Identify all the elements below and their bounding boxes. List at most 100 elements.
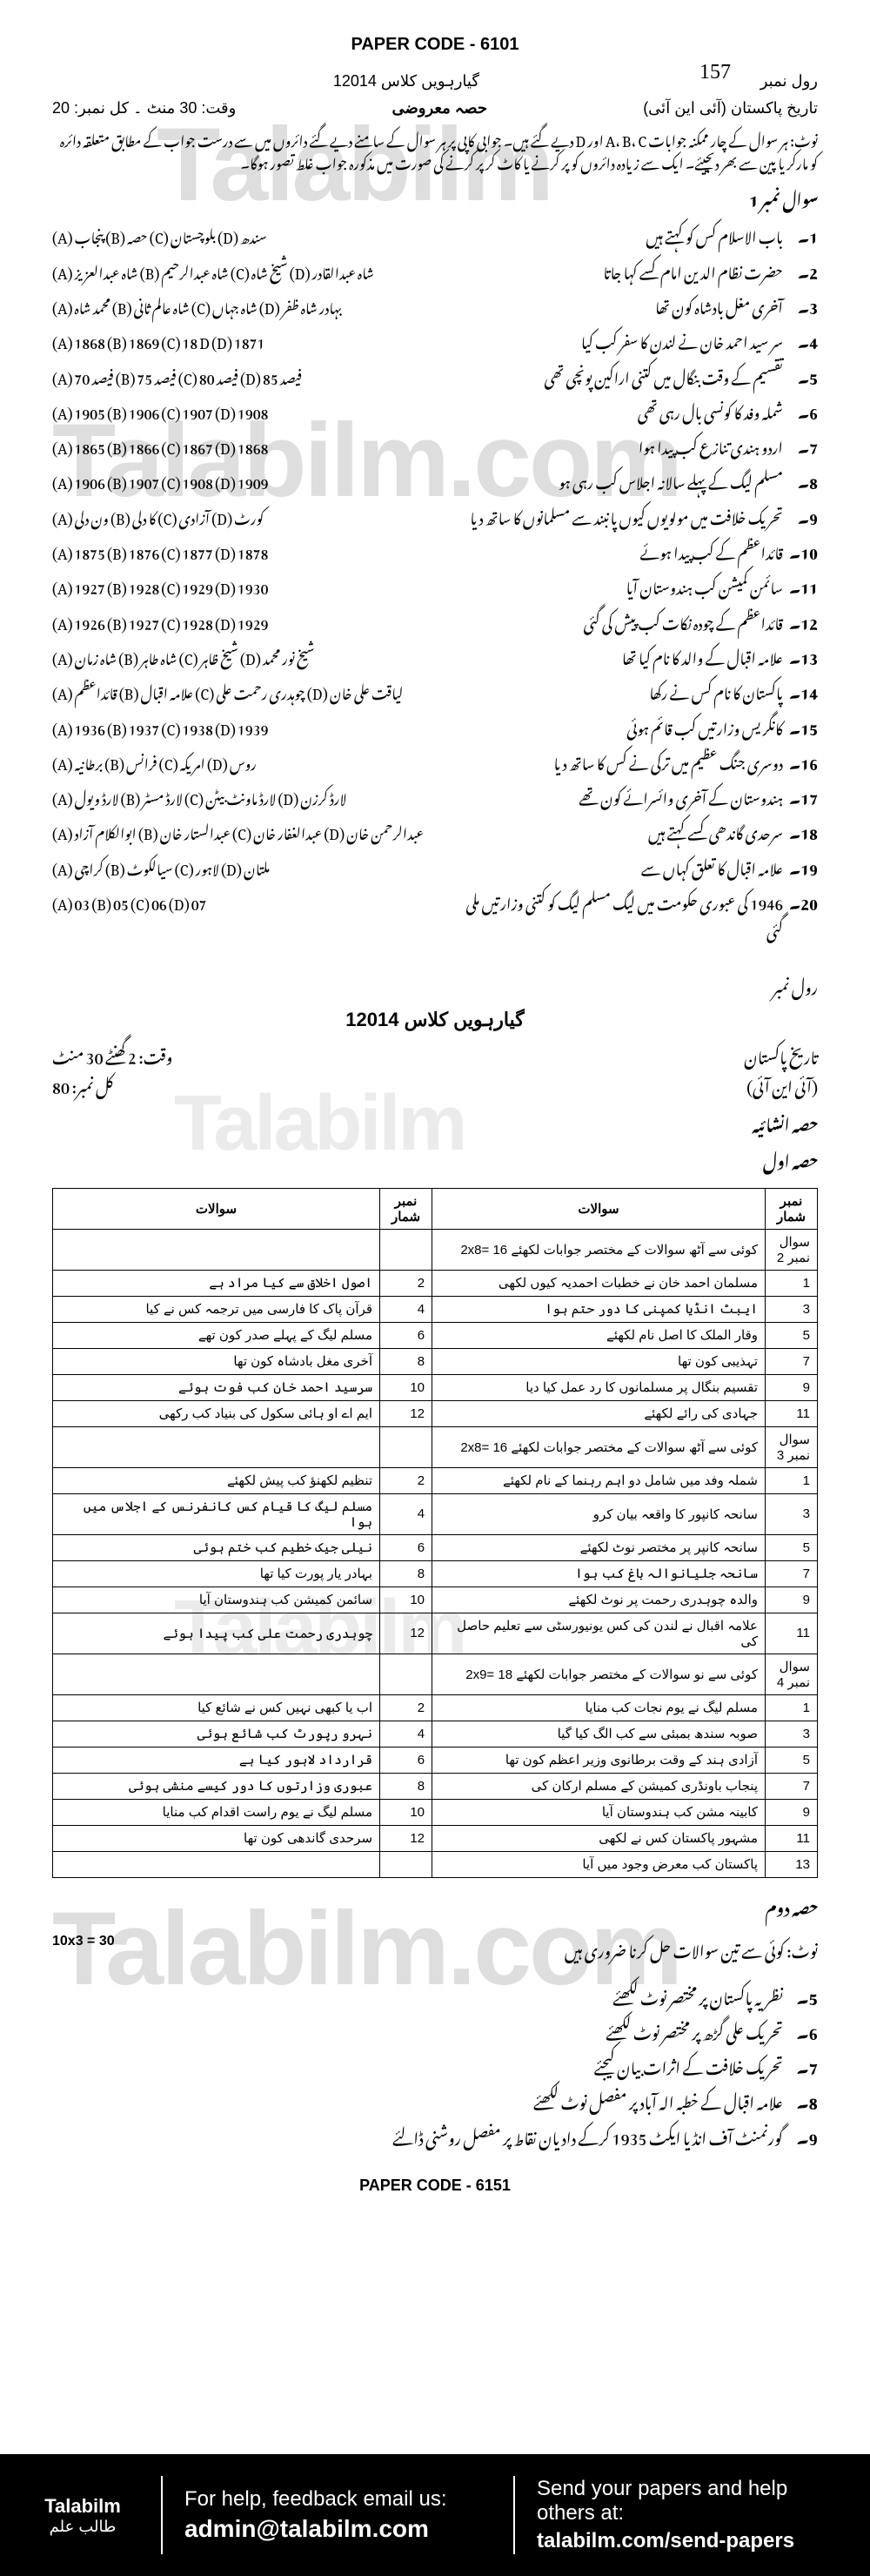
row-num1: 9 <box>766 1587 818 1613</box>
note-text: نوٹ: ہر سوال کے چار ممکنہ جوابات A، B، C… <box>52 128 818 172</box>
table-row: 9کابینہ مشن کب ہندوستان آیا10مسلم لیگ نے… <box>53 1799 818 1825</box>
essay-row: 5۔نظریہ پاکستان پر مختصر نوٹ لکھئے <box>52 1981 818 2010</box>
row-num2 <box>380 1229 432 1270</box>
mcq-row: 5۔تقسیم کے وقت بنگال میں کتنی اراکین پون… <box>52 362 818 390</box>
question-label: سوال نمبر 1 <box>52 183 818 212</box>
mcq-question: حضرت نظام الدین امام کسے کہا جاتا <box>465 257 783 285</box>
mcq-number: 3۔ <box>783 292 818 319</box>
mcq-number: 11۔ <box>783 572 818 600</box>
mcq-options: (A) لارڈ ویول (B) لارڈ مسٹر (C) لارڈ ماو… <box>52 783 465 809</box>
row-num1: 1 <box>766 1467 818 1493</box>
essay-number: 6۔ <box>783 2016 818 2045</box>
row-q2: نیلی جیک خطیم کب ختم ہوئی <box>53 1534 380 1560</box>
row-num1: 1 <box>766 1270 818 1296</box>
row-q2: قرآن پاک کا فارسی میں ترجمہ کس نے کیا <box>53 1296 380 1322</box>
footer-help-email[interactable]: admin@talabilm.com <box>184 2515 492 2543</box>
row-q1: جہادی کی رائے لکھئے <box>432 1400 766 1426</box>
essay-number: 9۔ <box>783 2121 818 2150</box>
table-row: 5آزادی ہند کے وقت برطانوی وزیر اعظم کون … <box>53 1747 818 1773</box>
row-q2: سرسید احمد خان کب فوت ہوئے <box>53 1374 380 1400</box>
mcq-row: 6۔شملہ وفد کا کونسی بال رہی تھی(A) 1905 … <box>52 397 818 425</box>
table-row: سوال نمبر 3کوئی سے آٹھ سوالات کے مختصر ج… <box>53 1426 818 1467</box>
row-num1: 3 <box>766 1493 818 1534</box>
essay-question: تحریک خلافت کے اثرات بیان کیجئے <box>594 2050 783 2080</box>
table-row: 5وقار الملک کا اصل نام لکھئے6مسلم لیگ کے… <box>53 1322 818 1348</box>
mcq-number: 16۔ <box>783 748 818 775</box>
essay-number: 8۔ <box>783 2085 818 2115</box>
table-row: 7تہذیبی کون تھا8آخری مغل بادشاہ کون تھا <box>53 1348 818 1374</box>
row-q1: آزادی ہند کے وقت برطانوی وزیر اعظم کون ت… <box>432 1747 766 1773</box>
essay-row: 8۔علامہ اقبال کے خطبہ الہ آباد پر مفصل ن… <box>52 2085 818 2115</box>
row-num2 <box>380 1654 432 1694</box>
th-num2: نمبر شمار <box>380 1188 432 1229</box>
table-row: 1مسلم لیگ نے یوم نجات کب منایا2اب یا کبھ… <box>53 1694 818 1721</box>
mcq-options: (A) کراچی (B) سیالکوٹ (C) لاہور (D) ملتا… <box>52 854 465 880</box>
row-q2: اصول اخلاق سے کیا مراد ہے <box>53 1270 380 1296</box>
row-num1: 13 <box>766 1851 818 1877</box>
row-q2: عبوری وزارتوں کا دور کیسے منشی ہوئی <box>53 1773 380 1799</box>
row-num2: 4 <box>380 1721 432 1747</box>
row-q1: سانحہ کانپور کا واقعہ بیان کرو <box>432 1493 766 1534</box>
row-num1: 9 <box>766 1799 818 1825</box>
mcq-number: 20۔ <box>783 888 818 916</box>
table-row: 3سانحہ کانپور کا واقعہ بیان کرو4مسلم لیگ… <box>53 1493 818 1534</box>
mcq-row: 19۔علامہ اقبال کا تعلق کہاں سے(A) کراچی … <box>52 853 818 881</box>
mcq-number: 1۔ <box>783 221 818 249</box>
mcq-options: (A) شاہ عبدالعزیز (B) شاہ عبدالرحیم (C) … <box>52 258 465 284</box>
mcq-question: سرحدی گاندھی کسے کہتے ہیں <box>465 817 783 845</box>
mcq-options: (A) ابوالکلام آزاد (B) عبدالستار خان (C)… <box>52 818 465 844</box>
row-num1: 7 <box>766 1773 818 1799</box>
mcq-options: (A) 1936 (B) 1937 (C) 1938 (D) 1939 <box>52 714 465 740</box>
footer-logo: Talabilm <box>26 2495 139 2518</box>
row-num2: 10 <box>380 1587 432 1613</box>
mcq-question: تقسیم کے وقت بنگال میں کتنی اراکین پونچی… <box>465 362 783 390</box>
row-q2: آخری مغل بادشاہ کون تھا <box>53 1348 380 1374</box>
part2-marks: کل نمبر: 80 <box>52 1070 172 1099</box>
row-q2: ایم اے او ہائی سکول کی بنیاد کب رکھی <box>53 1400 380 1426</box>
row-num2 <box>380 1851 432 1877</box>
footer-send-link[interactable]: talabilm.com/send-papers <box>537 2529 844 2553</box>
essay-question: تحریک علی گڑھ پر مختصر نوٹ لکھئے <box>606 2016 783 2045</box>
row-q1: کوئی سے نو سوالات کے مختصر جوابات لکھئے … <box>432 1654 766 1694</box>
row-q2: نہرو رپورٹ کب شائع ہوئی <box>53 1721 380 1747</box>
table-row: 7پنجاب باونڈری کمیشن کے مسلم ارکان کی8عب… <box>53 1773 818 1799</box>
row-num2: 6 <box>380 1534 432 1560</box>
row-num1: سوال نمبر 4 <box>766 1654 818 1694</box>
mcq-options: (A) 1905 (B) 1906 (C) 1907 (D) 1908 <box>52 398 465 424</box>
mcq-question: دوسری جنگ عظیم میں ترکی نے کس کا ساتھ دی… <box>465 748 783 775</box>
mcq-question: قائداعظم کے چودہ نکات کب پیش کی گئی <box>465 607 783 635</box>
mcq-number: 2۔ <box>783 257 818 285</box>
mcq-row: 1۔باب الاسلام کس کو کہتے ہیں(A) پنجاب (B… <box>52 221 818 249</box>
footer-send-title: Send your papers and help others at: <box>537 2477 844 2526</box>
mcq-options: (A) 03 (B) 05 (C) 06 (D) 07 <box>52 889 465 915</box>
row-num2: 12 <box>380 1825 432 1851</box>
section-subjective: حصہ انشائیہ <box>52 1108 818 1137</box>
row-q1: تقسیم بنگال پر مسلمانوں کا رد عمل کیا دی… <box>432 1374 766 1400</box>
mcq-options: (A) برطانیہ (B) فرانس (C) امریکہ (D) روس <box>52 748 465 775</box>
mcq-options: (A) 1927 (B) 1928 (C) 1929 (D) 1930 <box>52 573 465 599</box>
row-num2: 2 <box>380 1270 432 1296</box>
row-num2: 8 <box>380 1773 432 1799</box>
row-q1: کابینہ مشن کب ہندوستان آیا <box>432 1799 766 1825</box>
mcq-question: علامہ اقبال کے والد کا نام کیا تھا <box>465 642 783 670</box>
mcq-question: آخری مغل بادشاہ کون تھا <box>465 292 783 319</box>
mcq-options: (A) محمد شاہ (B) شاہ عالم ثانی (C) شاہ ج… <box>52 292 465 319</box>
row-q1: سانحہ جلیانوالہ باغ کب ہوا <box>432 1560 766 1587</box>
row-q1: ایبٹ انڈیا کمپنی کا دور حتم ہوا <box>432 1296 766 1322</box>
mcq-row: 4۔سر سید احمد خان نے لندن کا سفر کب کیا(… <box>52 326 818 354</box>
mcq-row: 16۔دوسری جنگ عظیم میں ترکی نے کس کا ساتھ… <box>52 748 818 775</box>
row-q1: مسلمان احمد خان نے خطبات احمدیہ کیوں لکھ… <box>432 1270 766 1296</box>
time-marks: وقت: 30 منٹ ۔ کل نمبر: 20 <box>52 99 236 117</box>
footer-help-title: For help, feedback email us: <box>184 2487 492 2512</box>
questions-table: نمبر شمار سوالات نمبر شمار سوالات سوال ن… <box>52 1188 818 1878</box>
table-row: 1شملہ وفد میں شامل دو اہم رہنما کے نام ل… <box>53 1467 818 1493</box>
mcq-options: (A) 1926 (B) 1927 (C) 1928 (D) 1929 <box>52 608 465 634</box>
part2-annual: (آئی این آئی) <box>744 1070 818 1099</box>
row-num1: سوال نمبر 2 <box>766 1229 818 1270</box>
mcq-row: 14۔پاکستان کا نام کس نے رکھا(A) قائداعظم… <box>52 677 818 705</box>
table-row: 9تقسیم بنگال پر مسلمانوں کا رد عمل کیا د… <box>53 1374 818 1400</box>
table-row: 13پاکستان کب معرض وجود میں آیا <box>53 1851 818 1877</box>
mcq-options: (A) شاہ زمان (B) شاہ طاہر (C) شیخ ظاہر (… <box>52 643 465 669</box>
mcq-options: (A) 70 فیصد (B) 75 فیصد (C) 80 فیصد (D) … <box>52 363 465 389</box>
hissa-awal: حصہ اول <box>52 1144 818 1174</box>
